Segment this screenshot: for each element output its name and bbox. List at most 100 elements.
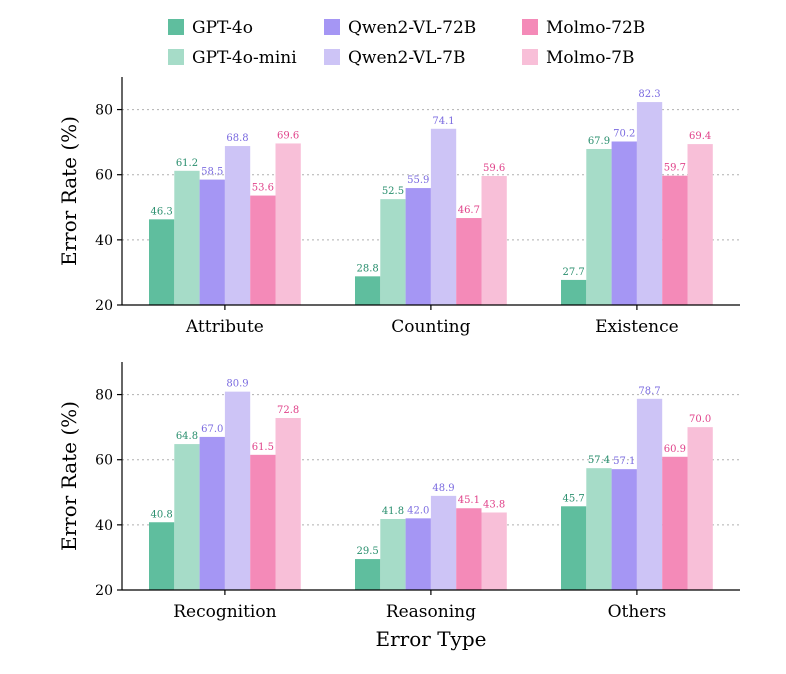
y-tick-label: 60 [95,453,113,469]
bar-value-label: 58.5 [201,167,223,178]
panel-bottom: 20 40 60 80 40.8 29.5 45.7 64.8 41.8 57.4 67.0 42.0… [57,362,740,622]
bar-value-label: 61.5 [252,442,274,453]
bar [687,144,713,305]
bar-value-label: 46.3 [151,206,173,217]
legend-swatch [168,49,184,65]
bar [662,456,688,590]
bar [275,418,301,590]
bar [662,175,688,305]
y-tick-label: 80 [95,103,113,119]
bar [561,279,587,305]
bar-value-label: 69.6 [277,130,299,141]
bar [355,276,381,305]
bar-value-label: 67.9 [588,136,610,147]
bar-value-label: 59.6 [483,163,505,174]
bar [174,444,200,590]
x-axis-title: Error Type [376,627,487,651]
legend: GPT-4o GPT-4o-mini Qwen2-VL-72B Qwen2-VL-7B… [168,18,645,68]
bar [355,559,381,590]
panel-top: 20 40 60 80 46.3 28.8 27.7 61.2 52.5 67.9 58.5 55.9… [57,77,740,337]
bar [430,128,457,305]
bar [636,398,663,590]
bar [275,143,301,305]
bar-value-label: 74.1 [432,116,454,127]
bar-value-label: 41.8 [382,506,404,517]
bar [430,495,457,590]
bar-value-label: 82.3 [638,89,660,100]
bar [380,199,406,305]
bar-value-label: 64.8 [176,431,198,442]
bar-value-label: 57.4 [588,455,610,466]
bar [199,179,225,305]
bar [481,176,507,305]
x-tick-label: Existence [595,317,679,337]
bar-value-label: 59.7 [664,163,686,174]
legend-label: GPT-4o-mini [192,48,297,68]
bar-value-label: 55.9 [407,175,429,186]
bar-value-label: 52.5 [382,186,404,197]
bar [224,391,251,590]
y-tick-label: 20 [95,298,113,314]
legend-swatch [324,19,340,35]
x-tick-label: Recognition [173,602,276,622]
y-axis-title: Error Rate (%) [57,116,81,266]
legend-label: Qwen2-VL-7B [348,48,465,68]
bar [636,102,663,305]
bar-value-label: 61.2 [176,158,198,169]
bar-value-label: 69.4 [689,131,711,142]
legend-label: Qwen2-VL-72B [348,18,476,38]
bar [586,468,612,590]
bar [687,427,713,590]
legend-label: Molmo-7B [546,48,635,68]
bar-value-label: 67.0 [201,424,223,435]
legend-swatch [522,19,538,35]
bar [224,146,251,305]
y-tick-label: 60 [95,168,113,184]
bar-value-label: 45.7 [563,493,585,504]
legend-swatch [522,49,538,65]
legend-label: GPT-4o [192,18,253,38]
bar-value-label: 28.8 [357,263,379,274]
bar [481,512,507,590]
bar-value-label: 48.9 [432,483,454,494]
bar [405,188,431,305]
y-tick-label: 80 [95,388,113,404]
bar [586,148,612,305]
bar-value-label: 72.8 [277,405,299,416]
x-tick-label: Counting [391,317,470,337]
legend-label: Molmo-72B [546,18,645,38]
bar-value-label: 53.6 [252,183,274,194]
bar-value-label: 42.0 [407,505,429,516]
bar [174,170,200,305]
bar [456,218,482,305]
bar [611,469,637,590]
bar-value-label: 70.0 [689,414,711,425]
bar [250,454,276,590]
bar-value-label: 60.9 [664,444,686,455]
y-tick-label: 40 [95,233,113,249]
legend-swatch [168,19,184,35]
y-tick-label: 40 [95,518,113,534]
bar [456,508,482,590]
bar-value-label: 78.7 [638,386,660,397]
bar-value-label: 80.9 [226,379,248,390]
bar-value-label: 68.8 [226,133,248,144]
bar [199,436,225,590]
x-tick-label: Others [608,602,667,622]
bar [561,506,587,590]
bar [250,195,276,305]
bar-value-label: 29.5 [357,546,379,557]
y-axis-title: Error Rate (%) [57,401,81,551]
x-tick-label: Attribute [185,317,264,337]
bar [405,518,431,590]
bar-value-label: 27.7 [563,267,585,278]
bar-value-label: 46.7 [458,205,480,216]
y-tick-label: 20 [95,583,113,599]
bar-value-label: 45.1 [458,495,480,506]
x-tick-label: Reasoning [386,602,476,622]
bar-value-label: 43.8 [483,499,505,510]
legend-swatch [324,49,340,65]
bar-value-label: 70.2 [613,128,635,139]
bar [611,141,637,305]
